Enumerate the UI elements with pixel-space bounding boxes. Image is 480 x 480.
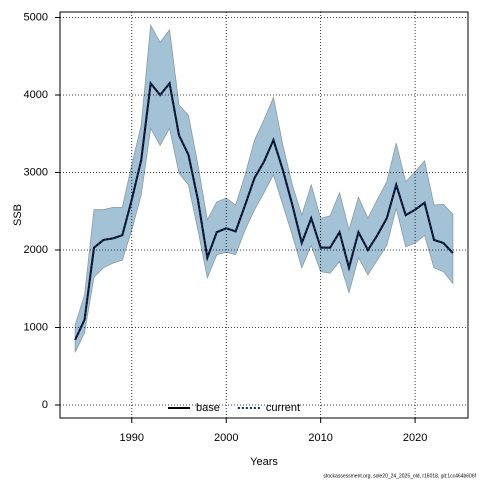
y-tick-label: 1000	[24, 321, 48, 333]
legend-label: base	[196, 402, 220, 414]
y-tick-label: 2000	[24, 244, 48, 256]
x-tick-label: 1990	[120, 432, 144, 444]
y-tick-label: 5000	[24, 11, 48, 23]
series-line	[74, 80, 454, 341]
x-tick-label: 2000	[214, 432, 238, 444]
plot-frame	[59, 11, 469, 419]
y-tick-label: 4000	[24, 89, 48, 101]
legend-label: current	[266, 402, 300, 414]
x-tick-label: 2010	[308, 432, 332, 444]
x-axis-label: Years	[250, 456, 278, 468]
footnote: stockassessment.org, sole20_24_2025_old,…	[323, 473, 476, 479]
x-tick-label: 2020	[403, 432, 427, 444]
confidence-band	[74, 23, 454, 353]
y-axis-label: SSB	[12, 204, 24, 226]
y-tick-label: 0	[42, 399, 48, 411]
y-tick-label: 3000	[24, 166, 48, 178]
